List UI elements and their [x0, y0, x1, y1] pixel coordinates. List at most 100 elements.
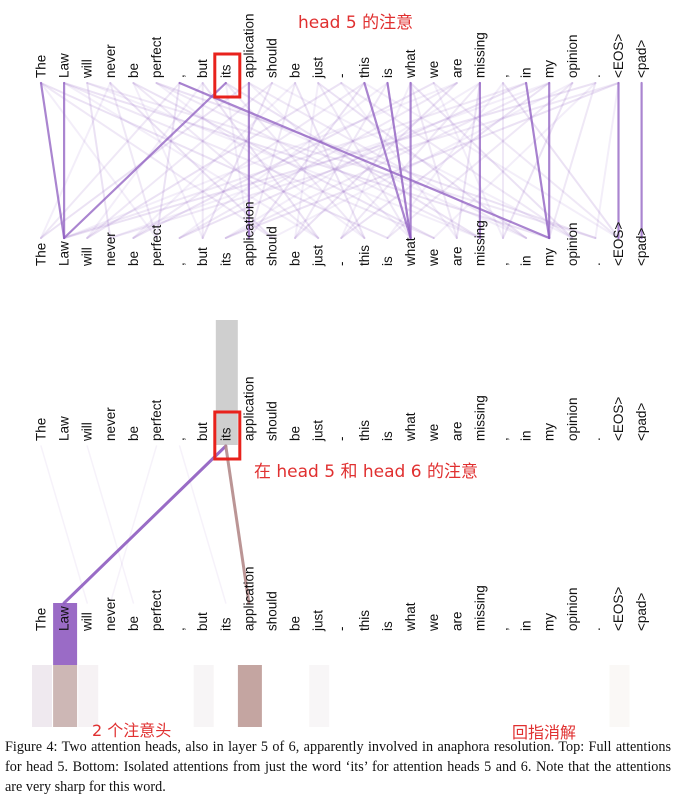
token-top-src-15: is	[380, 68, 395, 78]
annotation-anaphora: 回指消解	[512, 723, 577, 742]
head5-faint-link	[86, 82, 481, 239]
faint-isolated-link	[109, 445, 158, 604]
token-top-src-1: Law	[57, 53, 72, 78]
token-bot-tgt-21: in	[519, 620, 534, 631]
head5-faint-link	[294, 82, 366, 239]
head5-faint-link	[363, 82, 620, 239]
head5-faint-link	[455, 82, 481, 239]
head5-faint-link	[271, 82, 574, 239]
token-bot-tgt-3: never	[103, 597, 118, 631]
token-bot-tgt-26: <pad>	[634, 593, 649, 631]
token-bot-tgt-12: just	[311, 610, 326, 632]
token-bot-tgt-13: -	[334, 627, 349, 632]
token-bot-src-19: missing	[472, 395, 487, 441]
token-top-tgt-8: its	[218, 252, 233, 266]
token-bot-src-0: The	[34, 418, 49, 441]
head5-faint-link	[409, 82, 458, 239]
isolated-link-head6	[224, 444, 251, 605]
token-bot-src-16: what	[403, 412, 418, 442]
head5-faint-link	[340, 82, 412, 239]
head5-faint-link	[340, 82, 574, 239]
token-top-src-17: we	[426, 61, 441, 79]
head5-faint-link	[155, 82, 181, 239]
token-top-tgt-23: opinion	[565, 222, 580, 266]
target-weight-block-25	[609, 665, 630, 727]
token-top-tgt-14: this	[357, 245, 372, 266]
head5-faint-link	[178, 82, 528, 239]
token-bot-src-18: are	[449, 421, 464, 441]
head5-faint-link	[201, 82, 273, 239]
faint-isolated-link	[40, 445, 88, 604]
head5-faint-link	[247, 82, 412, 239]
token-top-tgt-12: just	[311, 245, 326, 267]
head5-link-9	[524, 81, 551, 240]
token-bot-tgt-23: opinion	[565, 587, 580, 631]
head5-faint-link	[40, 82, 112, 239]
head5-faint-link	[224, 82, 481, 239]
token-top-src-22: my	[542, 60, 557, 78]
head5-faint-link	[63, 82, 597, 239]
head5-faint-link	[40, 82, 158, 239]
token-top-tgt-3: never	[103, 232, 118, 266]
token-bot-src-2: will	[80, 422, 95, 442]
head5-faint-link	[109, 82, 273, 239]
head5-faint-link	[294, 82, 458, 239]
highlight-box-top	[213, 52, 242, 99]
head5-faint-link	[432, 82, 620, 239]
token-bot-tgt-11: be	[288, 616, 303, 631]
target-weight-block-7	[193, 665, 214, 727]
token-bot-tgt-10: should	[265, 591, 280, 631]
head5-faint-link	[40, 82, 273, 239]
token-bot-tgt-5: perfect	[149, 589, 164, 631]
token-top-src-10: should	[265, 38, 280, 78]
head5-faint-link	[340, 82, 551, 239]
token-top-src-18: are	[449, 58, 464, 78]
token-top-tgt-17: we	[426, 249, 441, 267]
token-bot-src-11: be	[288, 426, 303, 441]
head5-link-0	[39, 81, 66, 240]
target-weight-block-1	[53, 665, 78, 727]
annotation-head5-and-6: 在 head 5 和 head 6 的注意	[254, 462, 478, 482]
token-bot-src-6: ,	[172, 437, 187, 441]
token-top-tgt-18: are	[449, 246, 464, 266]
token-bot-src-20: ,	[496, 437, 511, 441]
token-bot-tgt-22: my	[542, 613, 557, 631]
token-top-src-9: application	[241, 13, 256, 78]
token-bot-src-15: is	[380, 431, 395, 441]
token-top-src-12: just	[311, 57, 326, 79]
token-top-src-21: in	[519, 67, 534, 78]
token-bot-tgt-25: <EOS>	[611, 587, 626, 631]
head5-faint-link	[86, 82, 343, 239]
head5-faint-link	[317, 82, 528, 239]
token-bot-tgt-19: missing	[472, 585, 487, 631]
token-bot-src-13: -	[334, 437, 349, 442]
head5-link-2	[62, 81, 227, 240]
head5-faint-link	[594, 82, 620, 239]
head5-faint-link	[224, 82, 481, 239]
head5-faint-link	[155, 82, 597, 239]
head5-faint-link	[224, 82, 250, 239]
token-bot-src-8: its	[218, 427, 233, 441]
token-top-src-25: <EOS>	[611, 34, 626, 78]
token-bot-src-7: but	[195, 422, 210, 441]
head5-faint-link	[109, 82, 551, 239]
token-bot-src-24: .	[588, 437, 603, 441]
token-bot-tgt-18: are	[449, 611, 464, 631]
head5-faint-link	[132, 82, 435, 239]
token-top-tgt-0: The	[34, 243, 49, 266]
target-weight-block-0	[32, 665, 52, 727]
token-bot-tgt-7: but	[195, 612, 210, 631]
token-top-tgt-22: my	[542, 248, 557, 266]
token-top-tgt-20: ,	[496, 262, 511, 266]
token-top-tgt-26: <pad>	[634, 228, 649, 266]
token-bot-tgt-4: be	[126, 616, 141, 631]
token-bot-src-26: <pad>	[634, 403, 649, 441]
token-bot-tgt-16: what	[403, 602, 418, 632]
token-top-src-2: will	[80, 59, 95, 79]
head5-faint-link	[294, 82, 320, 239]
head5-link-5	[386, 81, 412, 240]
token-top-tgt-24: .	[588, 262, 603, 266]
token-top-src-13: -	[334, 74, 349, 79]
token-bot-src-9: application	[241, 376, 256, 441]
